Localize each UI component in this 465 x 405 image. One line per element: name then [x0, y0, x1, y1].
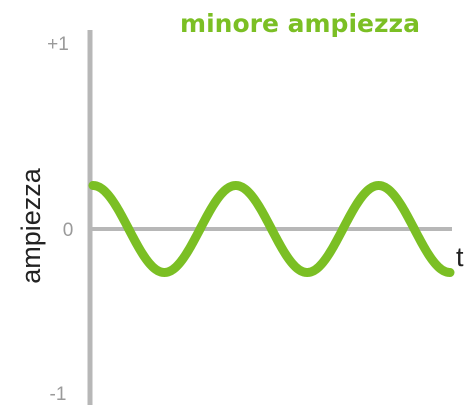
wave-series-line — [88, 181, 455, 277]
y-tick-label-top: +1 — [47, 34, 69, 55]
x-axis-label: t — [456, 242, 464, 272]
y-tick-label-zero: 0 — [63, 220, 74, 241]
chart-title: minore ampiezza — [180, 9, 420, 38]
y-tick-label-bottom: -1 — [50, 384, 67, 405]
y-axis-label: ampiezza — [16, 167, 46, 284]
